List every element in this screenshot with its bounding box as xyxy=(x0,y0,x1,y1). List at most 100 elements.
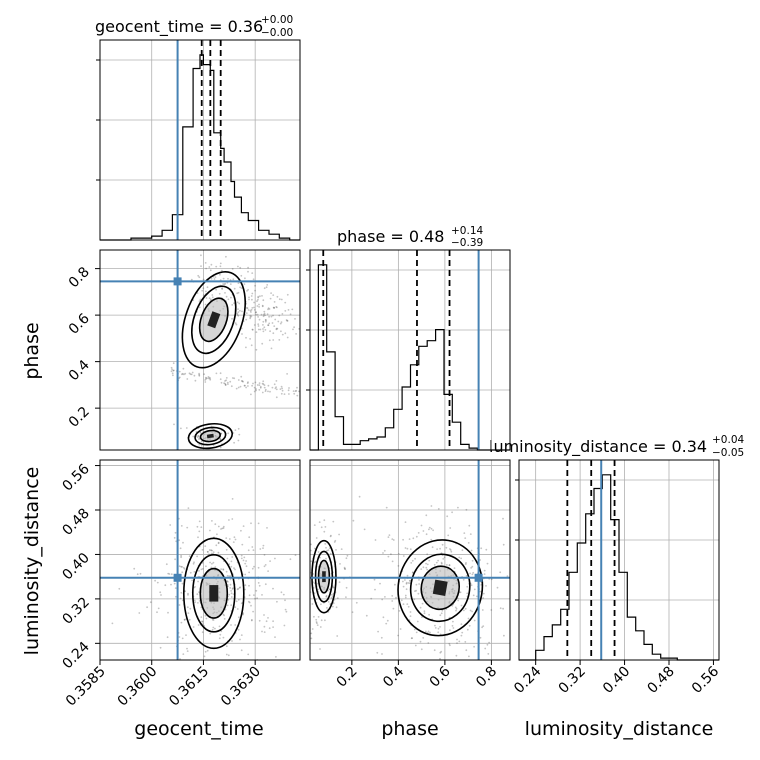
scatter-point xyxy=(251,384,254,387)
scatter-point xyxy=(460,557,462,560)
scatter-point xyxy=(243,384,246,387)
scatter-point xyxy=(488,641,490,644)
scatter-point xyxy=(237,628,240,631)
scatter-point xyxy=(221,527,224,530)
scatter-point xyxy=(433,563,436,566)
scatter-point xyxy=(284,608,287,611)
scatter-point xyxy=(276,327,279,330)
scatter-point xyxy=(225,295,228,298)
scatter-point xyxy=(250,604,252,607)
scatter-point xyxy=(247,653,250,656)
scatter-point xyxy=(171,372,174,375)
scatter-point xyxy=(332,602,335,605)
scatter-point xyxy=(200,254,202,257)
scatter-point xyxy=(265,286,268,289)
scatter-point xyxy=(433,649,436,652)
scatter-point xyxy=(269,560,271,562)
panel-hist-luminosity_distance xyxy=(515,459,720,661)
scatter-point xyxy=(165,563,168,566)
scatter-point xyxy=(490,578,493,581)
scatter-point xyxy=(136,573,139,576)
scatter-point xyxy=(258,389,261,391)
scatter-point xyxy=(191,579,194,582)
scatter-point xyxy=(471,573,474,576)
scatter-point xyxy=(246,290,248,292)
scatter-point xyxy=(255,589,258,592)
scatter-point xyxy=(237,427,240,430)
scatter-point xyxy=(215,265,218,268)
scatter-point xyxy=(245,307,248,309)
scatter-point xyxy=(186,606,189,609)
scatter-point xyxy=(210,552,213,555)
scatter-point xyxy=(404,596,407,599)
scatter-point xyxy=(187,594,189,596)
scatter-point xyxy=(426,568,429,571)
scatter-point xyxy=(244,584,247,587)
scatter-point xyxy=(467,542,470,544)
scatter-point xyxy=(280,330,282,333)
scatter-point xyxy=(394,583,396,586)
scatter-point xyxy=(209,632,212,635)
scatter-point xyxy=(428,528,430,531)
scatter-point xyxy=(231,304,234,306)
xtick-label-phase-0: 0.2 xyxy=(334,664,361,691)
scatter-point xyxy=(332,586,335,589)
scatter-point xyxy=(232,278,235,281)
scatter-point xyxy=(247,385,249,387)
scatter-point xyxy=(254,284,256,287)
scatter-point xyxy=(224,384,227,386)
scatter-point xyxy=(283,393,286,395)
scatter-point xyxy=(284,332,287,335)
scatter-point xyxy=(307,589,309,591)
scatter-point xyxy=(420,648,423,651)
scatter-point xyxy=(274,557,276,560)
contour-main-density-core xyxy=(209,585,219,602)
scatter-point xyxy=(249,317,252,320)
scatter-point xyxy=(414,590,416,592)
contour-left-density-core xyxy=(322,571,326,583)
scatter-point xyxy=(267,324,269,326)
scatter-point xyxy=(452,620,454,623)
scatter-point xyxy=(273,307,276,309)
panel-hist-phase xyxy=(306,249,511,451)
scatter-point xyxy=(180,621,183,624)
scatter-point xyxy=(187,507,190,509)
scatter-point xyxy=(425,566,428,569)
scatter-point xyxy=(226,557,229,560)
scatter-point xyxy=(319,626,322,628)
scatter-point xyxy=(472,594,475,597)
scatter-point xyxy=(133,567,136,570)
scatter-point xyxy=(430,505,433,507)
scatter-point xyxy=(411,559,414,562)
scatter-point xyxy=(253,565,255,568)
scatter-point xyxy=(239,385,242,388)
scatter-point xyxy=(272,626,274,628)
scatter-point xyxy=(258,318,261,321)
scatter-point xyxy=(222,525,225,528)
scatter-point xyxy=(398,610,401,612)
scatter-point xyxy=(275,396,278,399)
scatter-point xyxy=(292,390,295,392)
scatter-point xyxy=(200,616,203,618)
scatter-point xyxy=(231,377,234,379)
scatter-point xyxy=(237,439,240,442)
scatter-point xyxy=(380,636,383,639)
scatter-point xyxy=(365,614,368,617)
scatter-point xyxy=(317,616,320,618)
scatter-point xyxy=(252,278,255,281)
scatter-point xyxy=(281,387,283,390)
scatter-point xyxy=(178,636,181,638)
scatter-point xyxy=(241,543,244,546)
scatter-point xyxy=(224,383,227,386)
scatter-point xyxy=(399,628,402,630)
scatter-point xyxy=(254,381,257,384)
scatter-point xyxy=(476,595,478,598)
scatter-point xyxy=(249,309,252,312)
scatter-point xyxy=(324,543,327,545)
scatter-point xyxy=(170,366,173,369)
scatter-point xyxy=(417,592,420,595)
scatter-point xyxy=(482,597,484,599)
scatter-point xyxy=(271,322,274,324)
scatter-point xyxy=(286,293,289,296)
scatter-point xyxy=(228,563,231,566)
